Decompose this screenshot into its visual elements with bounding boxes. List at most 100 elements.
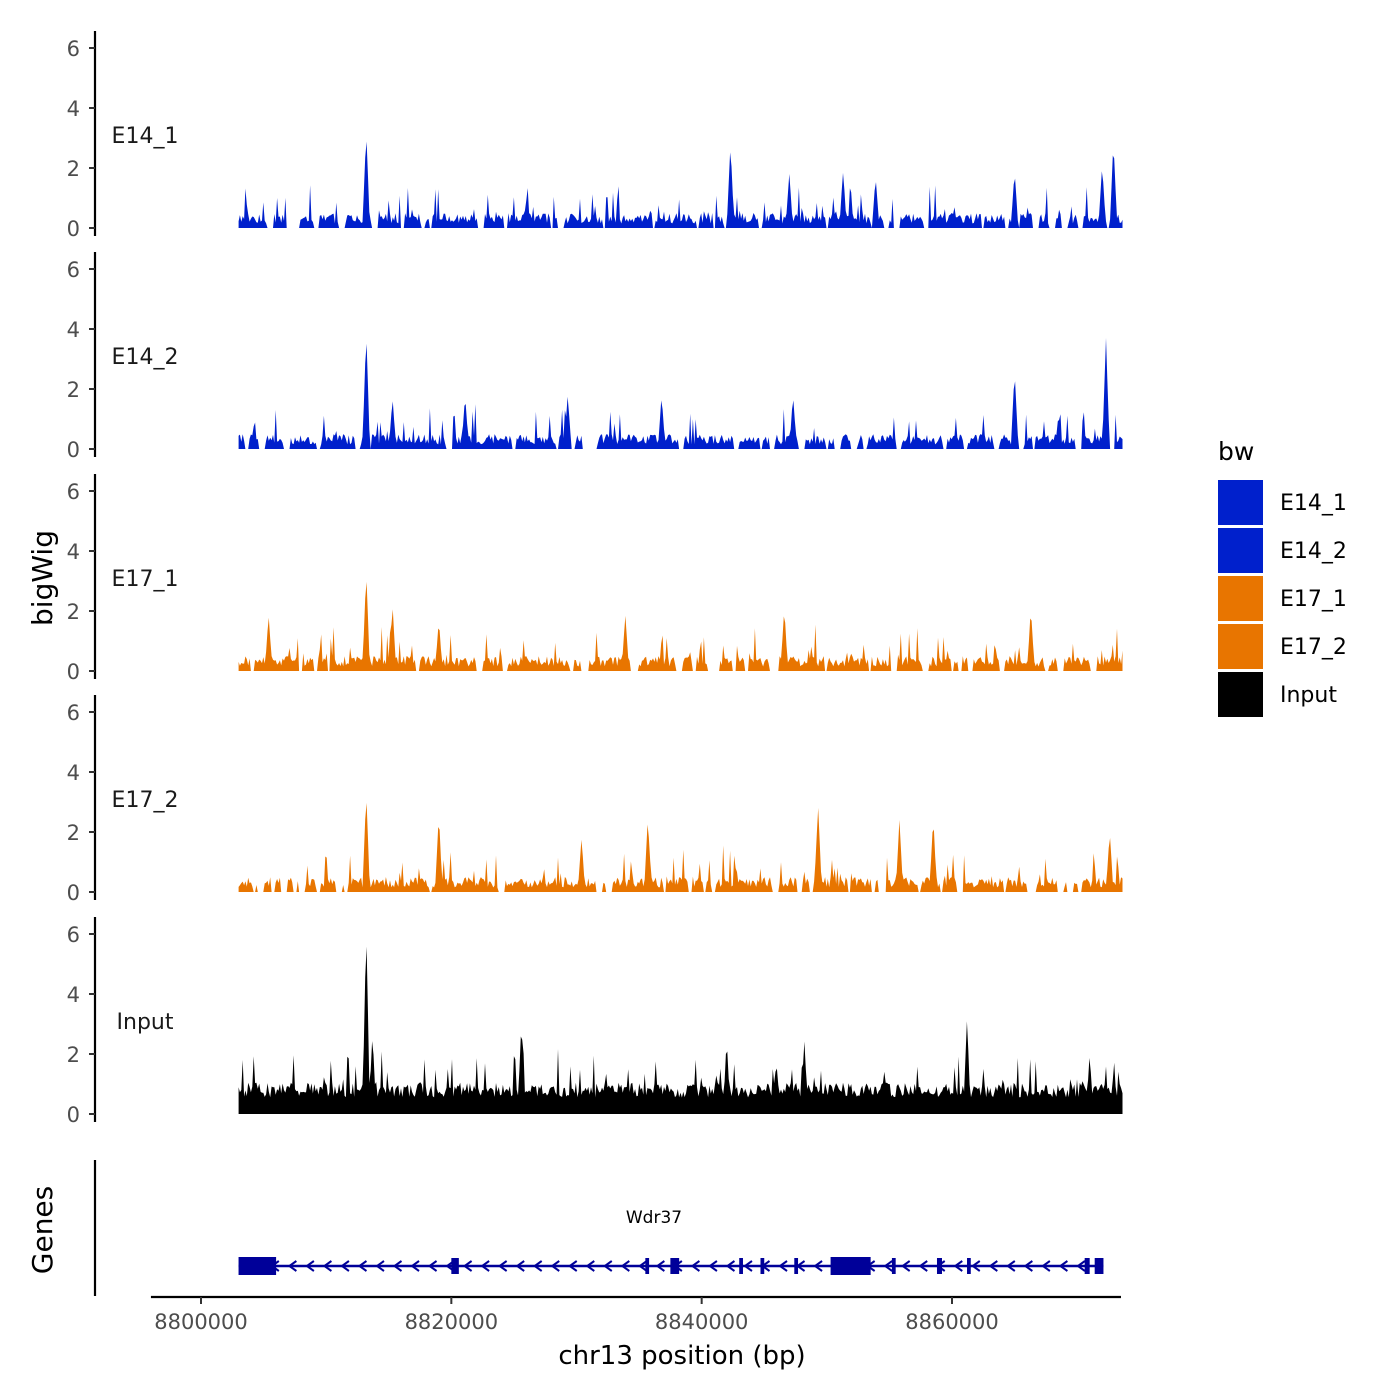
y-tick-label: 6 bbox=[67, 37, 80, 61]
gene-exon bbox=[830, 1257, 871, 1275]
y-tick-label: 4 bbox=[67, 318, 80, 342]
legend-label: E14_1 bbox=[1280, 491, 1347, 516]
strand-arrow bbox=[1076, 1260, 1086, 1272]
legend-label: E17_1 bbox=[1280, 587, 1347, 612]
strand-arrow bbox=[743, 1260, 753, 1272]
panel-label: E14_2 bbox=[112, 345, 179, 370]
gene-exon bbox=[238, 1257, 277, 1275]
gene-exon bbox=[1094, 1258, 1104, 1274]
strand-arrow bbox=[988, 1260, 998, 1272]
strand-arrow bbox=[725, 1260, 736, 1272]
y-tick-label: 2 bbox=[67, 1043, 80, 1067]
gene-exon bbox=[891, 1258, 896, 1274]
gene-exon bbox=[451, 1258, 459, 1274]
gene-track: Wdr37 bbox=[93, 1160, 1104, 1296]
y-tick-label: 2 bbox=[67, 157, 80, 181]
y-tick-label: 4 bbox=[67, 983, 80, 1007]
strand-arrow bbox=[620, 1260, 630, 1272]
legend-swatch bbox=[1218, 480, 1263, 525]
strand-arrow bbox=[1041, 1260, 1051, 1272]
legend-title: bw bbox=[1218, 437, 1254, 466]
strand-arrow bbox=[813, 1260, 823, 1272]
x-tick-label: 8800000 bbox=[154, 1310, 248, 1334]
strand-arrow bbox=[568, 1260, 578, 1272]
gene-exon bbox=[1084, 1258, 1090, 1274]
legend-label: E14_2 bbox=[1280, 539, 1347, 564]
gene-exon bbox=[739, 1258, 743, 1274]
strand-arrow bbox=[497, 1260, 508, 1272]
y-tick-label: 6 bbox=[67, 258, 80, 282]
strand-arrow bbox=[305, 1260, 315, 1272]
y-tick-label: 2 bbox=[67, 378, 80, 402]
gene-exon bbox=[967, 1258, 971, 1274]
signal-area-e17-2 bbox=[238, 802, 1123, 892]
panel-label: E17_2 bbox=[112, 788, 179, 813]
x-axis-label: chr13 position (bp) bbox=[558, 1341, 805, 1371]
y-tick-label: 0 bbox=[67, 1103, 80, 1127]
gene-exon bbox=[670, 1258, 680, 1274]
strand-arrow bbox=[322, 1260, 332, 1272]
strand-arrow bbox=[690, 1260, 700, 1272]
strand-arrow bbox=[883, 1260, 893, 1272]
legend-entries: E14_1 E14_2 E17_1 E17_2 Input bbox=[1218, 480, 1347, 717]
strand-arrow bbox=[357, 1260, 368, 1272]
strand-arrow bbox=[778, 1260, 788, 1272]
signal-area-input bbox=[238, 946, 1123, 1114]
strand-arrow bbox=[953, 1260, 963, 1272]
strand-arrow bbox=[918, 1260, 928, 1272]
strand-arrow bbox=[1006, 1260, 1016, 1272]
legend-swatch bbox=[1218, 576, 1263, 621]
y-tick-label: 2 bbox=[67, 600, 80, 624]
strand-arrow bbox=[462, 1260, 473, 1272]
strand-arrow bbox=[655, 1260, 665, 1272]
strand-arrow bbox=[410, 1260, 420, 1272]
gene-exon bbox=[645, 1258, 650, 1274]
x-tick-label: 8860000 bbox=[905, 1310, 999, 1334]
legend-item-input: Input bbox=[1218, 672, 1337, 717]
strand-arrow bbox=[480, 1260, 490, 1272]
legend-swatch bbox=[1218, 624, 1263, 669]
signal-area-e17-1 bbox=[238, 581, 1123, 671]
gene-exon bbox=[794, 1258, 799, 1274]
legend-swatch bbox=[1218, 672, 1263, 717]
strand-arrow bbox=[375, 1260, 385, 1272]
gene-exon bbox=[760, 1258, 765, 1274]
strand-arrow bbox=[515, 1260, 525, 1272]
panel-e17-1: 0 2 4 6 E17_1 bbox=[67, 474, 1123, 684]
legend-item-e14-1: E14_1 bbox=[1218, 480, 1347, 525]
y-tick-label: 4 bbox=[67, 761, 80, 785]
y-tick-label: 4 bbox=[67, 97, 80, 121]
y-axis-label: bigWig bbox=[26, 530, 59, 626]
signal-area-e14-1 bbox=[238, 141, 1123, 228]
panel-e14-2: 0 2 4 6 E14_2 bbox=[67, 252, 1123, 462]
strand-arrow bbox=[638, 1260, 648, 1272]
x-tick-label: 8820000 bbox=[405, 1310, 499, 1334]
bigwig-panels: 0 2 4 6 E14_1 0 2 4 6 E14_2 0 2 4 6 E17_1 0 2 4 6 E17_2 0 2 4 6… bbox=[67, 31, 1123, 1127]
gene-exon bbox=[936, 1258, 942, 1274]
legend-label: Input bbox=[1280, 683, 1337, 708]
legend: bw E14_1 E14_2 E17_1 E17_2 Input bbox=[1218, 437, 1347, 717]
signal-area-e14-2 bbox=[238, 338, 1123, 449]
panel-input: 0 2 4 6 Input bbox=[67, 917, 1123, 1127]
strand-arrow bbox=[1023, 1260, 1033, 1272]
panel-label: Input bbox=[117, 1010, 174, 1035]
legend-item-e17-2: E17_2 bbox=[1218, 624, 1347, 669]
legend-label: E17_2 bbox=[1280, 635, 1347, 660]
x-axis: 8800000 8820000 8840000 8860000 bbox=[150, 1295, 1121, 1334]
y-tick-label: 0 bbox=[67, 438, 80, 462]
panel-label: E14_1 bbox=[112, 124, 179, 149]
strand-arrow bbox=[603, 1260, 613, 1272]
strand-arrow bbox=[427, 1260, 438, 1272]
legend-item-e14-2: E14_2 bbox=[1218, 528, 1347, 573]
x-tick-label: 8840000 bbox=[655, 1310, 749, 1334]
strand-arrow bbox=[340, 1260, 350, 1272]
strand-arrow bbox=[900, 1260, 911, 1272]
y-tick-label: 6 bbox=[67, 923, 80, 947]
panel-e14-1: 0 2 4 6 E14_1 bbox=[67, 31, 1123, 241]
y-tick-label: 6 bbox=[67, 701, 80, 725]
legend-item-e17-1: E17_1 bbox=[1218, 576, 1347, 621]
genes-track-label: Genes bbox=[26, 1186, 59, 1274]
strand-arrow bbox=[287, 1260, 297, 1272]
y-tick-label: 0 bbox=[67, 217, 80, 241]
